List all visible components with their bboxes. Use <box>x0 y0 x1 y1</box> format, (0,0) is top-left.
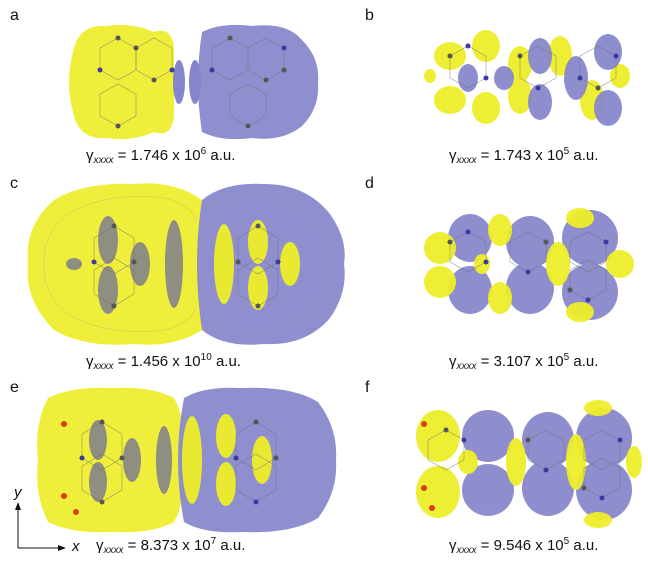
gamma-caption-b: γxxxx = 1.743 x 105 a.u. <box>449 146 599 166</box>
gamma-caption-c: γxxxx = 1.456 x 1010 a.u. <box>86 352 241 372</box>
density-plot-b <box>424 30 630 126</box>
density-plot-f <box>416 400 642 528</box>
gamma-caption-f: γxxxx = 9.546 x 105 a.u. <box>449 536 599 556</box>
gamma-caption-e: γxxxx = 8.373 x 107 a.u. <box>96 536 246 556</box>
density-plot-d <box>424 208 634 322</box>
panel-label-a: a <box>10 7 19 24</box>
density-plot-a <box>69 24 319 140</box>
density-plot-c <box>27 183 345 345</box>
panel-label-c: c <box>10 175 18 192</box>
panel-label-d: d <box>365 175 374 192</box>
x-axis-label: x <box>72 538 80 555</box>
gamma-caption-a: γxxxx = 1.746 x 106 a.u. <box>86 146 236 166</box>
xy-axes-indicator <box>15 502 66 551</box>
panel-label-f: f <box>365 379 370 396</box>
y-axis-label: y <box>14 484 22 501</box>
gamma-caption-d: γxxxx = 3.107 x 105 a.u. <box>449 352 599 372</box>
panel-label-e: e <box>10 379 19 396</box>
density-plot-e <box>37 387 337 533</box>
panel-label-b: b <box>365 7 374 24</box>
